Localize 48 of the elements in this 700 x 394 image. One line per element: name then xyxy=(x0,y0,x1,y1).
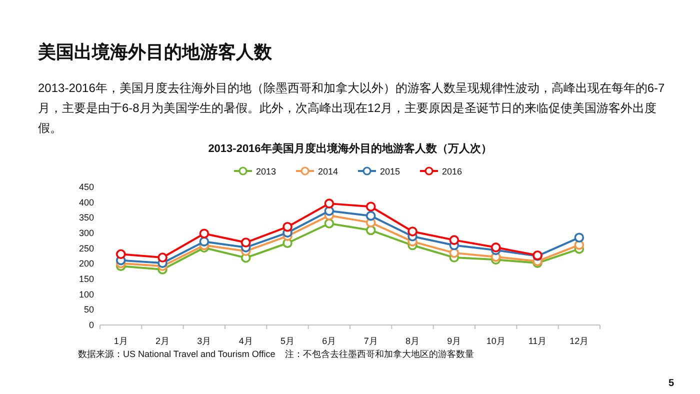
text: 注：不包含去往墨西哥和加拿大地区的游客数量 xyxy=(285,349,474,359)
x-tick-label: 10月 xyxy=(486,336,506,346)
x-tick-label: 11月 xyxy=(528,336,547,346)
point xyxy=(282,222,292,232)
chart-subtitle: 2013-2016年，美国月度去往海外目的地（除墨西哥和加拿大以外）的游客人数呈现规律性波动，高峰出现在每年的6-7月，主要是由于6-8月为美国学生的暑假。此外，次高峰出现在12月，主要原因是圣诞节日的来临促使美国游客外出度假。 xyxy=(38,80,666,137)
text: 5 xyxy=(668,378,674,389)
x-tick-label: 5月 xyxy=(280,336,295,346)
x-tick-label: 12月 xyxy=(570,336,589,346)
y-tick-label: 150 xyxy=(78,274,94,284)
y-tick-label: 300 xyxy=(78,228,94,238)
y-tick-label: 350 xyxy=(78,212,94,223)
point xyxy=(449,248,460,258)
legend-label: 2015 xyxy=(380,166,400,176)
point xyxy=(199,236,210,246)
point xyxy=(574,232,584,242)
y-tick-label: 250 xyxy=(78,243,94,254)
point xyxy=(199,228,210,239)
y-tick-label: 100 xyxy=(78,289,94,300)
point xyxy=(324,218,334,228)
x-tick-label: 3月 xyxy=(197,336,212,346)
point xyxy=(324,198,334,208)
point xyxy=(116,249,126,260)
legend-label: 2016 xyxy=(442,166,462,176)
y-tick-label: 450 xyxy=(78,182,94,192)
point xyxy=(366,202,376,212)
chart-title: 美国出境海外目的地游客人数 xyxy=(38,41,272,64)
x-tick-label: 7月 xyxy=(364,336,378,346)
source-note: 数据来源：US National Travel and Tourism Office xyxy=(78,349,276,359)
point xyxy=(449,235,460,245)
point xyxy=(366,210,376,221)
point xyxy=(158,252,168,262)
point xyxy=(408,226,418,236)
y-tick-label: 0 xyxy=(88,320,94,330)
point xyxy=(490,242,501,252)
x-tick-label: 4月 xyxy=(238,336,253,346)
point xyxy=(240,238,251,248)
text: 2013-2016年美国月度出境海外目的地游客人数（万人次） xyxy=(208,142,492,155)
x-tick-label: 8月 xyxy=(405,336,420,346)
x-tick-label: 6月 xyxy=(322,336,336,346)
legend-label: 2014 xyxy=(318,166,338,176)
point xyxy=(366,225,376,236)
x-tick-label: 1月 xyxy=(114,336,128,346)
y-tick-label: 200 xyxy=(78,258,94,269)
legend-label: 2013 xyxy=(256,166,276,176)
y-tick-label: 50 xyxy=(84,304,94,315)
x-tick-label: 9月 xyxy=(447,336,462,346)
x-tick-label: 2月 xyxy=(155,336,170,346)
y-tick-label: 400 xyxy=(78,197,94,208)
